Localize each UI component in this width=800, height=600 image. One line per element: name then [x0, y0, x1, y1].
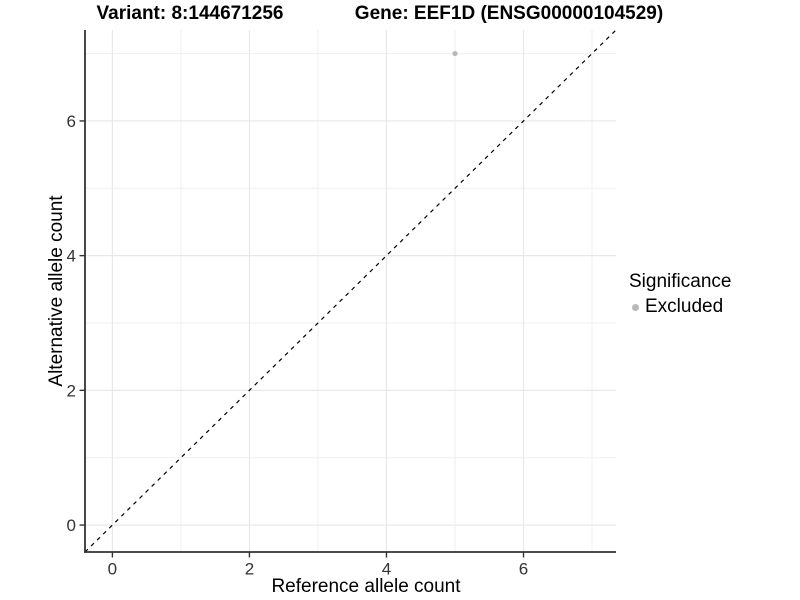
x-tick-label: 2 — [245, 560, 254, 579]
y-axis-label: Alternative allele count — [46, 195, 67, 387]
x-tick-label: 0 — [108, 560, 117, 579]
legend-title: Significance — [629, 271, 732, 292]
y-tick-label: 4 — [67, 247, 76, 266]
y-tick-label: 0 — [67, 516, 76, 535]
legend-item-label: Excluded — [645, 296, 724, 317]
x-tick-label: 6 — [519, 560, 528, 579]
legend-item-excluded: Excluded — [632, 296, 731, 318]
legend: Significance Excluded — [629, 271, 731, 318]
y-tick-label: 2 — [67, 381, 76, 400]
x-axis-label: Reference allele count — [271, 576, 461, 597]
excluded-point-icon — [632, 303, 639, 311]
gene-title: Gene: EEF1D (ENSG00000104529) — [354, 3, 664, 24]
variant-title: Variant: 8:144671256 — [96, 3, 284, 24]
y-tick-label: 6 — [67, 112, 76, 131]
x-tick-label: 4 — [382, 560, 391, 579]
identity-line — [84, 29, 617, 553]
data-point — [452, 50, 458, 57]
